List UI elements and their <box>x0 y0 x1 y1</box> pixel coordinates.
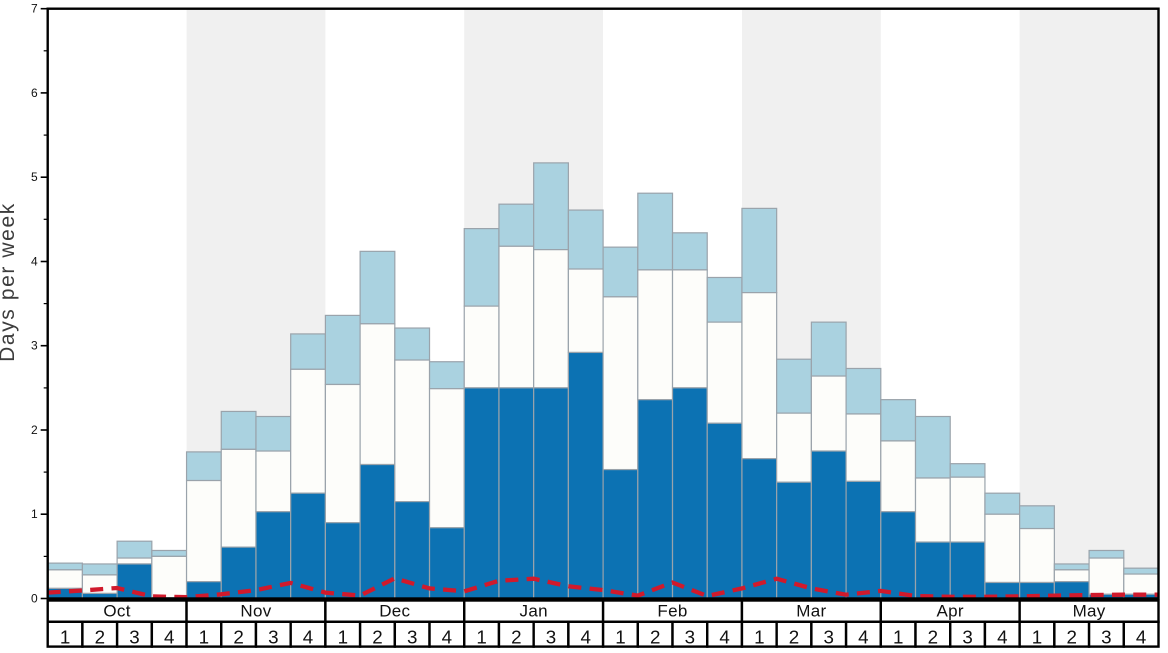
svg-text:2: 2 <box>1066 627 1076 648</box>
svg-text:4: 4 <box>31 255 38 269</box>
svg-text:1: 1 <box>1032 627 1042 648</box>
svg-text:Dec: Dec <box>379 602 410 621</box>
svg-text:4: 4 <box>997 627 1007 648</box>
svg-text:5: 5 <box>31 170 38 184</box>
svg-text:2: 2 <box>31 423 38 437</box>
svg-text:1: 1 <box>199 627 209 648</box>
svg-text:4: 4 <box>719 627 729 648</box>
svg-text:2: 2 <box>511 627 521 648</box>
svg-text:0: 0 <box>31 592 38 606</box>
svg-text:2: 2 <box>95 627 105 648</box>
svg-text:3: 3 <box>962 627 972 648</box>
svg-text:2: 2 <box>650 627 660 648</box>
svg-text:3: 3 <box>1101 627 1111 648</box>
svg-text:4: 4 <box>1136 627 1146 648</box>
svg-text:3: 3 <box>129 627 139 648</box>
svg-text:4: 4 <box>442 627 452 648</box>
svg-text:4: 4 <box>164 627 174 648</box>
svg-text:1: 1 <box>31 507 38 521</box>
svg-text:3: 3 <box>823 627 833 648</box>
svg-text:Jan: Jan <box>520 602 548 621</box>
svg-text:1: 1 <box>338 627 348 648</box>
svg-text:7: 7 <box>31 2 38 16</box>
svg-text:Feb: Feb <box>657 602 687 621</box>
svg-text:4: 4 <box>303 627 313 648</box>
svg-text:2: 2 <box>789 627 799 648</box>
svg-text:1: 1 <box>615 627 625 648</box>
svg-text:2: 2 <box>928 627 938 648</box>
svg-text:3: 3 <box>407 627 417 648</box>
svg-text:2: 2 <box>233 627 243 648</box>
svg-text:1: 1 <box>754 627 764 648</box>
svg-text:1: 1 <box>893 627 903 648</box>
svg-text:Apr: Apr <box>937 602 964 621</box>
svg-text:1: 1 <box>476 627 486 648</box>
svg-text:3: 3 <box>685 627 695 648</box>
svg-text:2: 2 <box>372 627 382 648</box>
svg-text:May: May <box>1073 602 1106 621</box>
svg-text:Nov: Nov <box>240 602 271 621</box>
svg-text:4: 4 <box>858 627 868 648</box>
svg-text:3: 3 <box>546 627 556 648</box>
svg-text:4: 4 <box>580 627 590 648</box>
svg-text:Mar: Mar <box>796 602 826 621</box>
svg-text:3: 3 <box>268 627 278 648</box>
svg-text:3: 3 <box>31 339 38 353</box>
svg-text:6: 6 <box>31 86 38 100</box>
svg-text:Days per week: Days per week <box>0 202 19 362</box>
svg-text:1: 1 <box>60 627 70 648</box>
svg-text:Oct: Oct <box>103 602 130 621</box>
